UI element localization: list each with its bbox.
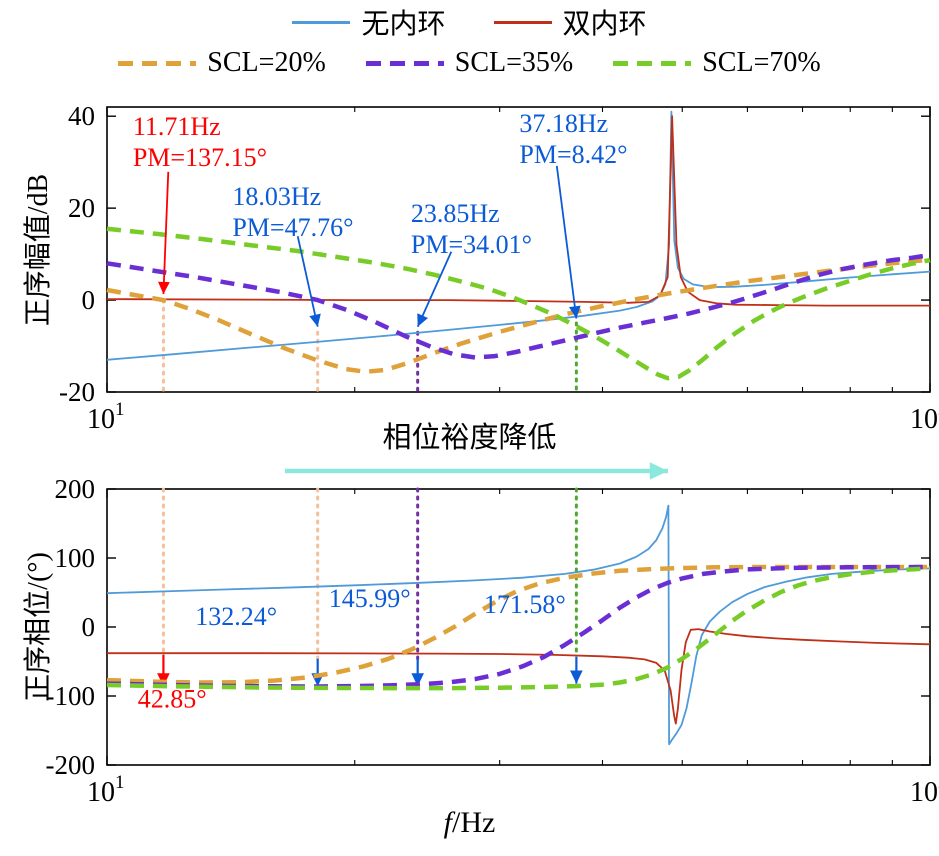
- series-SCL=20%: [106, 564, 930, 685]
- x-tick-label: 101: [87, 399, 125, 435]
- annotation-arrow: [162, 171, 170, 295]
- series-SCL=35%: [106, 252, 931, 360]
- legend-label: SCL=20%: [207, 47, 326, 78]
- line-sample-scl35: [365, 60, 444, 66]
- series-双内环: [107, 628, 931, 725]
- legend-label: 双内环: [562, 9, 647, 40]
- x-tick-label: 101: [87, 772, 125, 808]
- annotation-text: 37.18Hz: [519, 109, 608, 138]
- series-SCL=70%: [106, 566, 931, 691]
- legend-label: SCL=35%: [454, 47, 574, 78]
- axes-frame: [106, 106, 931, 393]
- y-tick-label: -20: [59, 377, 95, 407]
- legend-item-scl20: SCL=20%: [118, 47, 326, 79]
- annotation-arrow-head: [158, 281, 170, 295]
- annotation-arrow: [416, 251, 453, 328]
- series-SCL=20%: [106, 257, 931, 375]
- dropline-arrow-head: [570, 670, 583, 684]
- y-tick-label: -100: [46, 681, 96, 711]
- annotation-arrow-head: [568, 305, 581, 319]
- annotation-text: 23.85Hz: [411, 199, 500, 228]
- x-axis-label-f: f: [443, 806, 452, 839]
- line-sample-no-inner-loop: [292, 20, 351, 24]
- y-tick-label: 40: [68, 101, 95, 131]
- series-无内环: [106, 504, 931, 746]
- phase-ylabel: 正序相位/(°): [23, 552, 54, 702]
- legend-item-dual-inner-loop: 双内环: [493, 2, 647, 42]
- annotation-text: PM=8.42°: [519, 140, 627, 169]
- y-tick-label: 100: [55, 543, 96, 573]
- y-tick-label: 20: [68, 193, 95, 223]
- phase-margin-note: 相位裕度降低: [382, 422, 557, 454]
- legend-item-no-inner-loop: 无内环: [292, 2, 446, 42]
- y-tick-label: -200: [46, 750, 96, 780]
- line-sample-dual-inner-loop: [493, 20, 552, 24]
- annotation-text: 18.03Hz: [232, 182, 321, 211]
- annotation-text: 42.85°: [138, 685, 207, 714]
- y-tick-label: 0: [82, 612, 96, 642]
- annotation-text: PM=34.01°: [411, 230, 532, 259]
- annotation-text: 171.58°: [484, 590, 566, 619]
- series-SCL=70%: [106, 226, 931, 381]
- legend-label: 无内环: [361, 9, 446, 40]
- annotation-arrow: [555, 165, 578, 319]
- annotation-text: 145.99°: [329, 584, 411, 613]
- line-sample-scl70: [613, 60, 692, 66]
- x-axis-label-unit: /Hz: [452, 806, 496, 839]
- magnitude-ylabel: 正序幅值/dB: [23, 173, 54, 327]
- x-tick-label: 102: [910, 772, 939, 808]
- legend-item-scl70: SCL=70%: [613, 47, 821, 79]
- series-双内环: [106, 115, 930, 307]
- annotation-text: PM=137.15°: [133, 143, 267, 172]
- legend-row-2: SCL=20% SCL=35% SCL=70%: [0, 42, 939, 84]
- legend-row-1: 无内环 双内环: [0, 2, 939, 42]
- annotation-text: PM=47.76°: [232, 213, 353, 242]
- line-sample-scl20: [118, 60, 197, 66]
- annotation-arrow-head: [417, 313, 429, 327]
- series-SCL=35%: [106, 564, 931, 689]
- legend-label: SCL=70%: [702, 47, 821, 78]
- annotation-arrow-head: [309, 313, 321, 327]
- annotation-text: 132.24°: [195, 602, 277, 631]
- x-axis-label: f/Hz: [0, 806, 939, 840]
- y-tick-label: 200: [55, 474, 96, 504]
- annotation-text: 11.71Hz: [133, 112, 221, 141]
- annotation-arrow: [296, 235, 319, 327]
- legend-item-scl35: SCL=35%: [365, 47, 574, 79]
- y-tick-label: 0: [82, 285, 96, 315]
- legend: 无内环 双内环 SCL=20% SCL=35% SCL=70%: [0, 0, 939, 84]
- dropline-arrow-head: [411, 673, 424, 687]
- phase-margin-decrease-arrow-head: [649, 462, 668, 480]
